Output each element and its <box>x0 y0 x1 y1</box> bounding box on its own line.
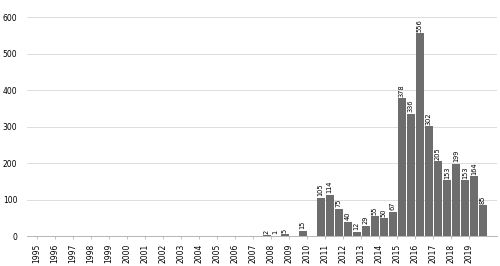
Bar <box>452 164 460 236</box>
Bar <box>263 235 270 236</box>
Text: 199: 199 <box>453 150 459 162</box>
Text: 1: 1 <box>272 230 278 234</box>
Text: 40: 40 <box>344 212 350 220</box>
Text: 205: 205 <box>435 147 441 160</box>
Text: 153: 153 <box>444 167 450 179</box>
Bar <box>470 176 478 236</box>
Text: 50: 50 <box>381 208 387 217</box>
Text: 164: 164 <box>471 162 477 175</box>
Bar <box>344 222 352 236</box>
Text: 378: 378 <box>399 84 405 97</box>
Bar <box>434 161 442 236</box>
Text: 85: 85 <box>480 195 486 204</box>
Bar <box>326 195 334 236</box>
Bar <box>380 218 388 236</box>
Text: 114: 114 <box>326 181 332 193</box>
Text: 153: 153 <box>462 167 468 179</box>
Bar <box>389 212 396 236</box>
Bar <box>425 126 432 236</box>
Text: 29: 29 <box>362 216 368 224</box>
Text: 75: 75 <box>336 199 342 207</box>
Bar <box>407 114 414 236</box>
Text: 67: 67 <box>390 202 396 210</box>
Bar <box>281 234 288 236</box>
Bar <box>371 216 378 236</box>
Text: 105: 105 <box>318 184 324 197</box>
Bar <box>479 205 486 236</box>
Bar <box>299 231 306 236</box>
Text: 12: 12 <box>354 222 360 230</box>
Bar <box>461 180 468 236</box>
Bar <box>353 232 360 236</box>
Text: 556: 556 <box>417 19 423 32</box>
Bar <box>317 198 324 236</box>
Bar <box>443 180 450 236</box>
Bar <box>416 34 424 236</box>
Text: 336: 336 <box>408 100 414 112</box>
Text: 55: 55 <box>372 206 378 215</box>
Text: 302: 302 <box>426 112 432 124</box>
Bar <box>362 226 370 236</box>
Text: 5: 5 <box>282 229 288 233</box>
Bar <box>335 209 342 236</box>
Text: 2: 2 <box>264 230 270 234</box>
Text: 15: 15 <box>300 221 306 229</box>
Bar <box>398 98 406 236</box>
